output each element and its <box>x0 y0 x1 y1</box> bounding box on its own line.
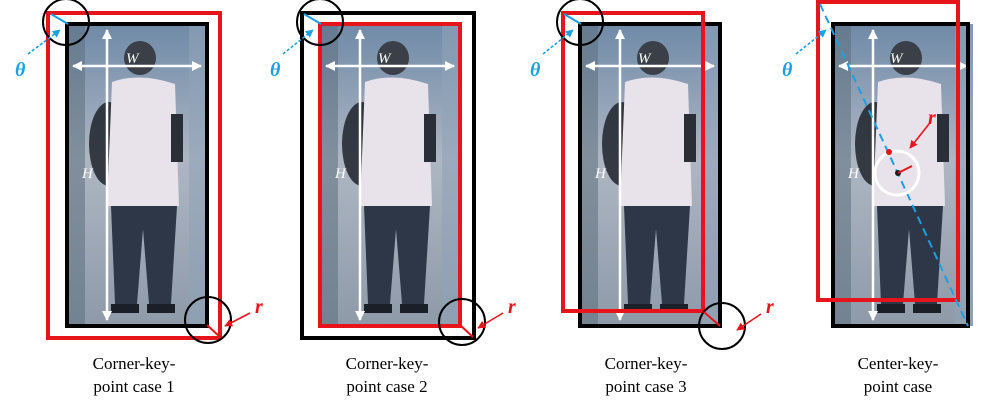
panel-3: W H θ r Corner-key- point case 3 <box>530 0 774 396</box>
caption-3-line-2: point case 3 <box>605 377 686 396</box>
predicted-box-1 <box>46 11 222 340</box>
height-label-3: H <box>594 166 607 182</box>
width-label-1: W <box>126 51 140 67</box>
theta-label-3: θ <box>530 59 541 81</box>
predicted-box-3 <box>561 11 705 313</box>
caption-4-line-2: point case <box>864 377 932 396</box>
panel-1: W H θ r Corner-key- point case 1 <box>15 0 263 396</box>
ground-truth-box-1 <box>65 22 209 328</box>
predicted-box-4 <box>816 0 960 302</box>
caption-2-line-2: point case 2 <box>346 377 427 396</box>
ground-truth-box-2 <box>300 11 476 340</box>
radius-label-4: r <box>928 107 936 129</box>
width-label-2: W <box>378 51 392 67</box>
center-circle-4 <box>873 149 921 197</box>
caption-1-line-2: point case 1 <box>93 377 174 396</box>
height-label-4: H <box>847 166 860 182</box>
height-label-2: H <box>334 166 347 182</box>
radius-label-3: r <box>766 296 774 318</box>
caption-1-line-1: Corner-key- <box>93 354 176 373</box>
theta-label-1: θ <box>15 59 26 81</box>
corner-circle-top-1 <box>42 0 90 46</box>
diagonal-line-4 <box>819 3 969 327</box>
corner-circle-top-3 <box>556 0 604 46</box>
ground-truth-box-4 <box>831 22 970 328</box>
height-label-1: H <box>81 166 94 182</box>
width-label-4: W <box>890 51 904 67</box>
panel-2: W H θ r Corner-key- point case 2 <box>270 0 516 396</box>
theta-label-2: θ <box>270 59 281 81</box>
caption-4-line-1: Center-key- <box>858 354 939 373</box>
radius-label-1: r <box>255 296 263 318</box>
corner-circle-top-2 <box>296 0 344 46</box>
predicted-box-2 <box>318 22 462 328</box>
width-label-3: W <box>638 51 652 67</box>
ground-truth-box-3 <box>578 22 722 328</box>
panel-4: W H r θ Center-key- point case <box>782 0 973 396</box>
caption-3-line-1: Corner-key- <box>605 354 688 373</box>
theta-label-4: θ <box>782 59 793 81</box>
caption-2-line-1: Corner-key- <box>346 354 429 373</box>
radius-label-2: r <box>508 296 516 318</box>
